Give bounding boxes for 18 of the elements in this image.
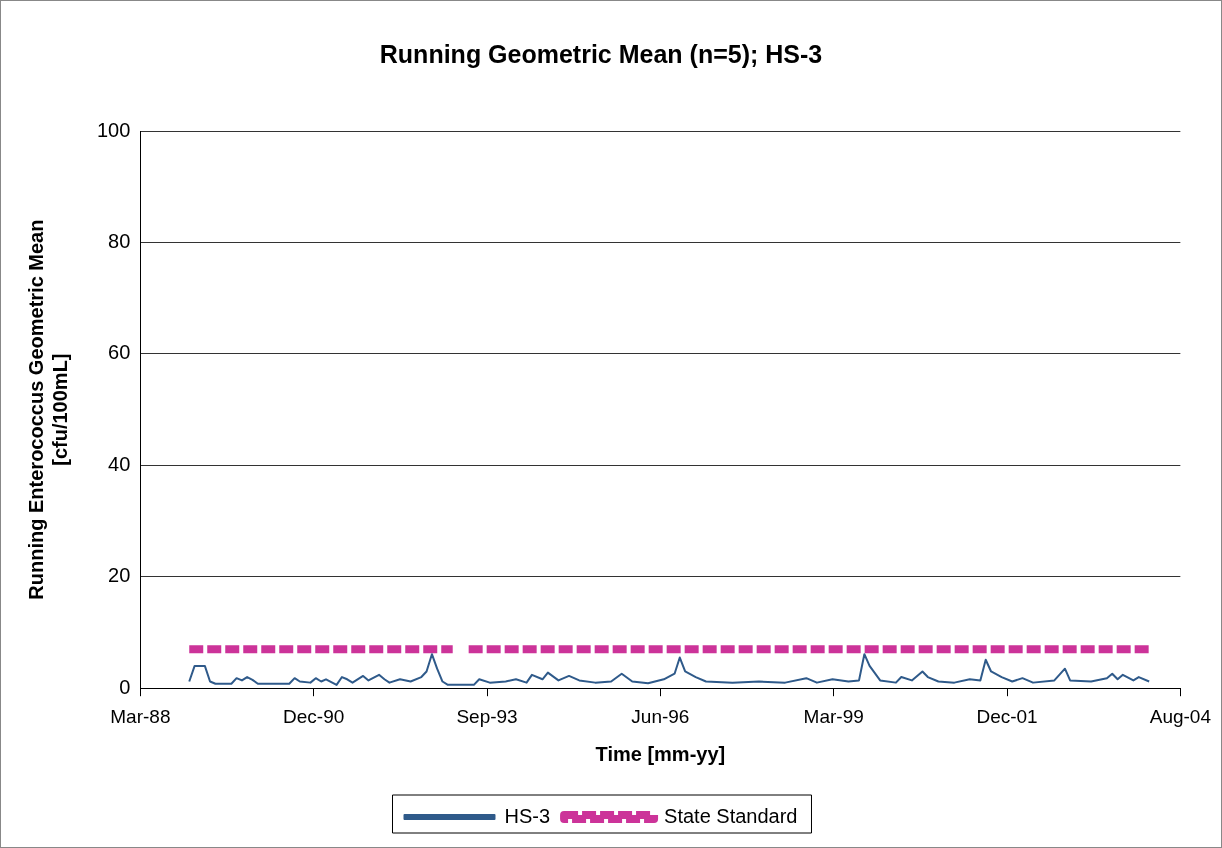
y-tick-label: 60 bbox=[108, 341, 131, 364]
x-tick-label: Dec-90 bbox=[283, 705, 345, 727]
y-tick-label: 40 bbox=[108, 452, 131, 475]
legend-label: State Standard bbox=[664, 804, 798, 827]
x-tick-label: Sep-93 bbox=[456, 705, 518, 727]
y-tick-label: 0 bbox=[119, 675, 131, 698]
x-tick-label: Dec-01 bbox=[976, 705, 1038, 727]
y-tick-label: 100 bbox=[96, 118, 131, 141]
x-tick-label: Mar-99 bbox=[803, 705, 864, 727]
legend-label: HS-3 bbox=[504, 804, 551, 827]
x-tick-label: Mar-88 bbox=[110, 705, 171, 727]
chart-title: Running Geometric Mean (n=5); HS-3 bbox=[379, 39, 823, 68]
y-tick-label: 80 bbox=[108, 229, 131, 252]
y-tick-label: 20 bbox=[108, 564, 131, 587]
y-axis-title: Running Enterococcus Geometric Mean [cfu/100mL] bbox=[24, 219, 71, 600]
x-axis-title: Time [mm-yy] bbox=[595, 742, 726, 765]
x-tick-label: Aug-04 bbox=[1149, 705, 1212, 727]
x-tick-label: Jun-96 bbox=[631, 705, 690, 727]
